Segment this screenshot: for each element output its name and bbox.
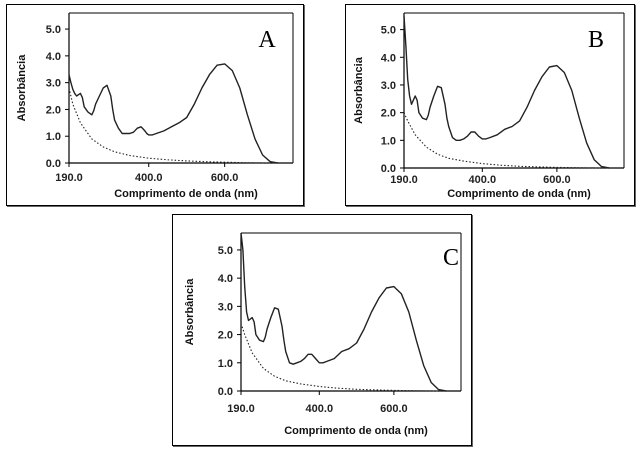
y-tick-label-a: 4.0 xyxy=(46,51,61,63)
y-tick-label-c: 0.0 xyxy=(218,386,233,398)
y-axis-label-b: Absorbância xyxy=(353,56,365,124)
y-tick-label-b: 3.0 xyxy=(381,80,396,92)
y-tick-label-b: 5.0 xyxy=(381,25,396,37)
dotted-spectrum-line-a xyxy=(68,87,274,164)
x-axis-label-a: Comprimento de onda (nm) xyxy=(114,188,258,200)
x-tick-label-c: 600.0 xyxy=(380,403,408,415)
dotted-spectrum-line-b xyxy=(403,112,606,169)
x-axis-label-b: Comprimento de onda (nm) xyxy=(447,188,591,200)
y-tick-label-b: 2.0 xyxy=(381,108,396,120)
x-tick-label-b: 600.0 xyxy=(543,174,571,186)
y-tick-label-a: 1.0 xyxy=(46,131,61,143)
y-tick-label-c: 2.0 xyxy=(218,330,233,342)
chart-panel-c: 0.0 1.0 2.0 3.0 4.0 5.0 190.0 400.0 600.0 Comprim… xyxy=(172,214,472,446)
y-tick-label-c: 3.0 xyxy=(218,301,233,313)
absorbance-chart-c: 0.0 1.0 2.0 3.0 4.0 5.0 190.0 400.0 600.0 Comprim… xyxy=(184,232,462,437)
y-axis-label-a: Absorbância xyxy=(16,54,28,122)
y-tick-label-b: 4.0 xyxy=(381,52,396,64)
dotted-spectrum-line-c xyxy=(240,323,443,392)
x-tick-label-c: 400.0 xyxy=(306,403,334,415)
y-tick-label-a: 3.0 xyxy=(46,78,61,90)
y-tick-label-c: 4.0 xyxy=(218,273,233,285)
y-tick-label-b: 1.0 xyxy=(381,135,396,147)
y-tick-label-a: 2.0 xyxy=(46,104,61,116)
y-tick-label-c: 5.0 xyxy=(218,245,233,257)
panel-label-a: A xyxy=(258,27,276,53)
y-tick-label-a: 0.0 xyxy=(46,158,61,170)
chart-panel-a: 0.0 1.0 2.0 3.0 4.0 5.0 190.0 400.0 600.0 Comprim… xyxy=(6,4,304,206)
solid-spectrum-line-a xyxy=(68,63,278,164)
chart-panel-b: 0.0 1.0 2.0 3.0 4.0 5.0 190.0 400.0 600.0 Comprim… xyxy=(345,4,635,206)
x-axis-label-c: Comprimento de onda (nm) xyxy=(284,425,428,437)
y-tick-label-a: 5.0 xyxy=(46,24,61,36)
x-tick-label-b: 400.0 xyxy=(469,174,497,186)
y-axis-label-c: Absorbância xyxy=(184,278,196,346)
solid-spectrum-line-b xyxy=(403,15,610,169)
x-tick-label-a: 190.0 xyxy=(55,172,83,184)
absorbance-chart-b: 0.0 1.0 2.0 3.0 4.0 5.0 190.0 400.0 600.0 Comprim… xyxy=(353,12,625,200)
y-tick-label-b: 0.0 xyxy=(381,163,396,175)
x-tick-label-a: 600.0 xyxy=(211,172,239,184)
x-tick-label-a: 400.0 xyxy=(135,172,163,184)
panel-label-c: C xyxy=(443,245,459,271)
y-tick-label-c: 1.0 xyxy=(218,358,233,370)
panel-label-b: B xyxy=(588,27,604,53)
absorbance-chart-a: 0.0 1.0 2.0 3.0 4.0 5.0 190.0 400.0 600.0 Comprim… xyxy=(16,12,294,200)
x-tick-label-b: 190.0 xyxy=(390,174,418,186)
solid-spectrum-line-c xyxy=(240,232,447,392)
x-tick-label-c: 190.0 xyxy=(227,403,255,415)
